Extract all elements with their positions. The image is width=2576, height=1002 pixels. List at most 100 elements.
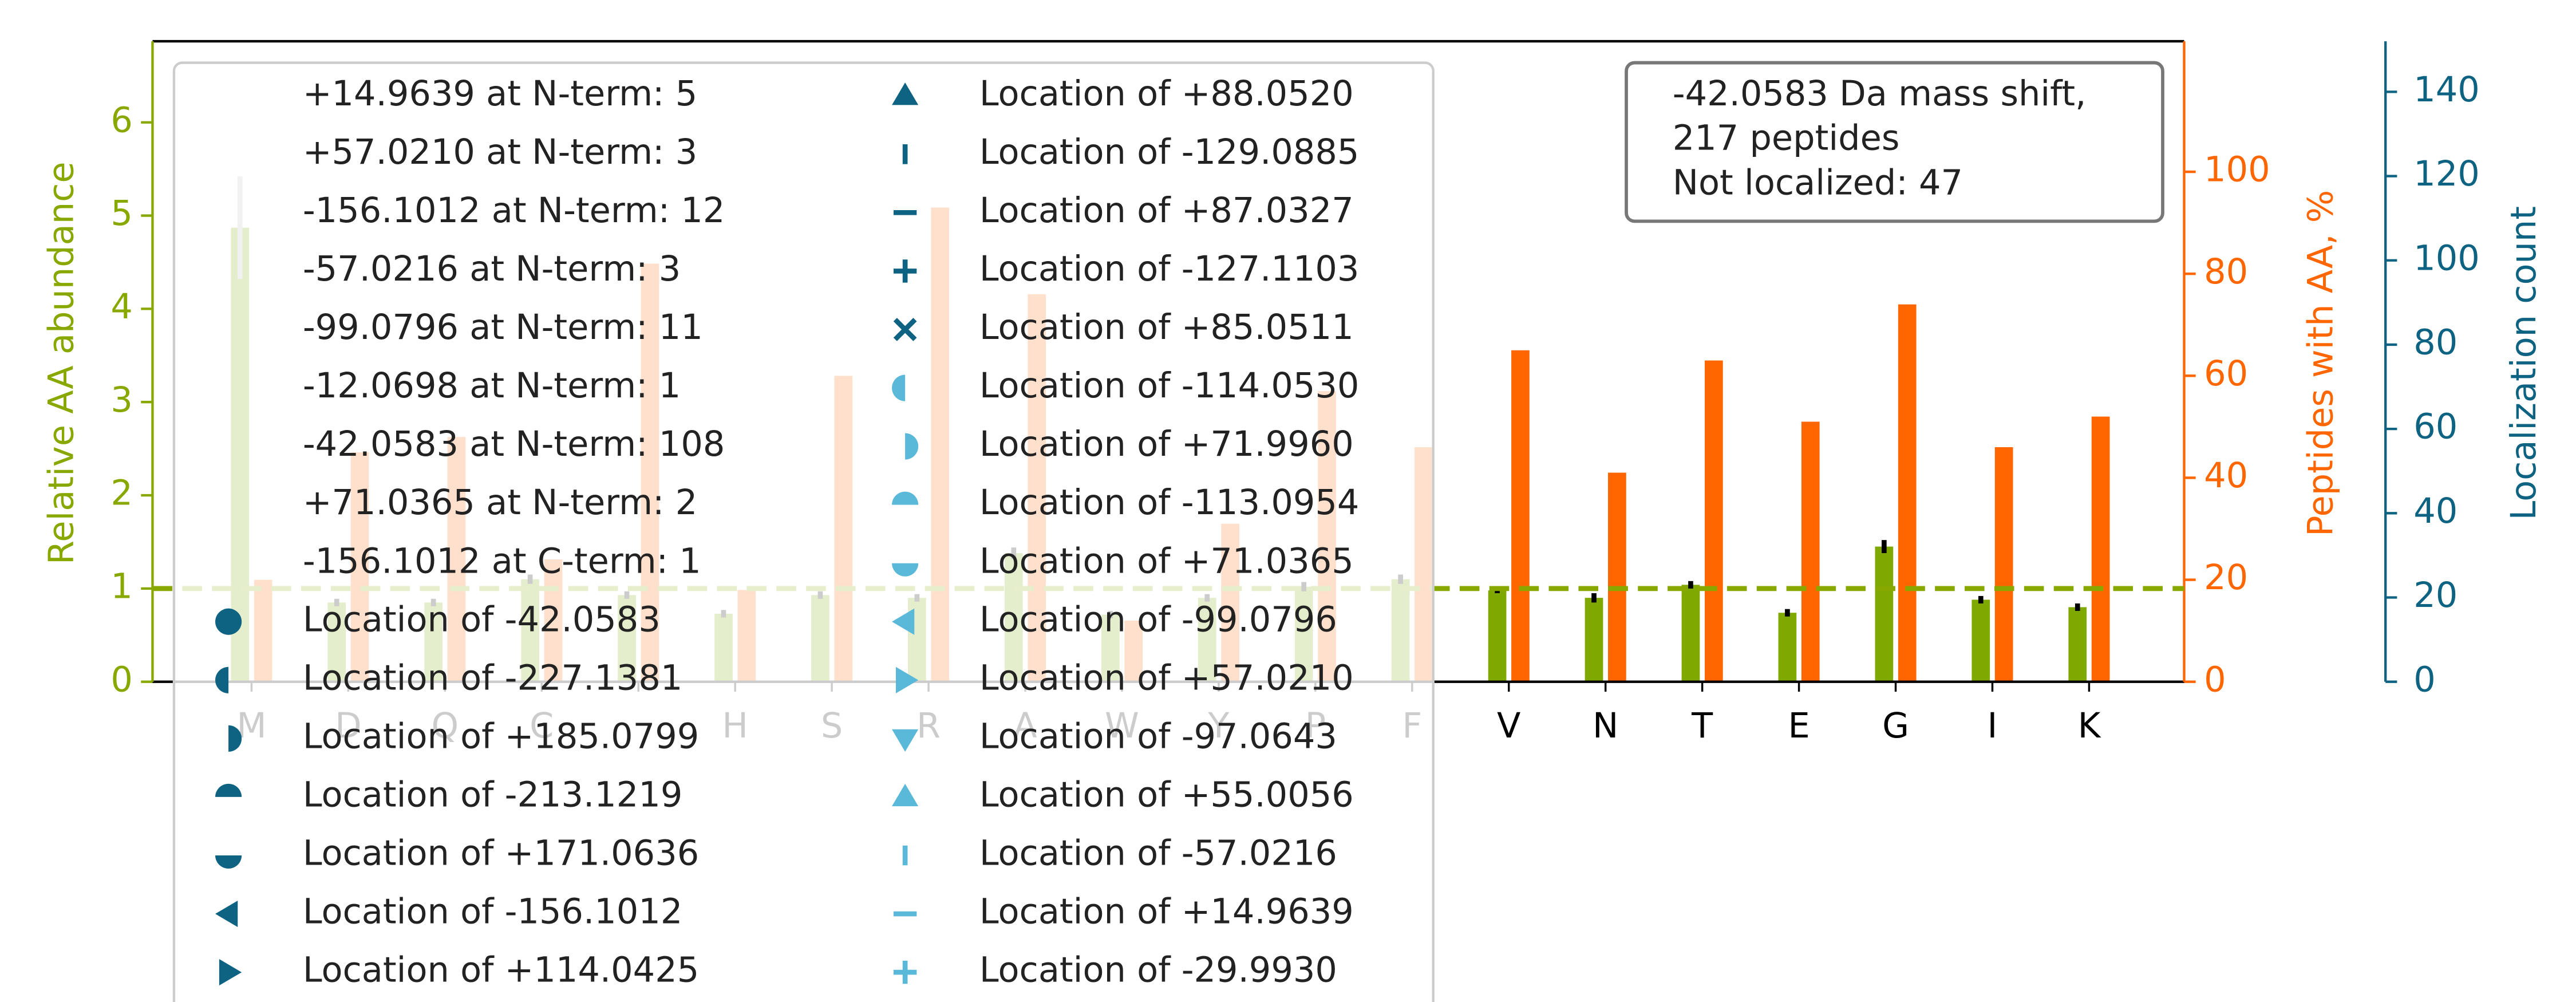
legend-label: Location of -227.1381 <box>303 658 683 698</box>
legend-label: -99.0796 at N-term: 11 <box>303 307 703 348</box>
legend-label: -156.1012 at N-term: 12 <box>303 191 725 231</box>
legend-label: Location of +57.0210 <box>979 658 1354 698</box>
y-tick-label: 4 <box>110 287 133 327</box>
legend-label: Location of +114.0425 <box>303 950 699 991</box>
y2-tick-label: 20 <box>2204 558 2248 598</box>
legend-label: Location of -127.1103 <box>979 249 1360 289</box>
legend-label: Location of -213.1219 <box>303 775 683 815</box>
x-tick-label: I <box>1988 706 1998 746</box>
legend-marker <box>892 783 919 807</box>
legend-marker <box>228 725 242 752</box>
annotation-text: Not localized: 47 <box>1673 163 1963 203</box>
x-tick-label: T <box>1691 706 1713 746</box>
bar <box>1801 421 1820 682</box>
legend-label: Location of +171.0636 <box>303 834 699 874</box>
x-tick-label: N <box>1593 706 1618 746</box>
y3-tick-label: 20 <box>2413 575 2458 616</box>
legend-marker <box>892 82 919 105</box>
legend-label: Location of +85.0511 <box>979 307 1354 348</box>
bar <box>1994 447 2013 682</box>
legend-label: -156.1012 at C-term: 1 <box>303 541 701 581</box>
legend-label: Location of -57.0216 <box>979 834 1337 874</box>
legend-label: Location of -113.0954 <box>979 483 1360 523</box>
bar <box>1585 598 1603 682</box>
y3-tick-label: 120 <box>2413 154 2480 194</box>
y3-tick-label: 80 <box>2413 323 2458 363</box>
bar <box>2068 607 2087 682</box>
legend-marker <box>893 259 917 283</box>
legend-label: Location of -129.0885 <box>979 132 1360 172</box>
legend-label: Location of +87.0327 <box>979 191 1354 231</box>
legend-label: +71.0365 at N-term: 2 <box>303 483 697 523</box>
x-tick-label: G <box>1882 706 1909 746</box>
legend-marker <box>895 666 919 693</box>
annotation-box <box>1625 61 2164 223</box>
legend-marker <box>892 729 919 752</box>
y2-axis-label: Peptides with AA, % <box>2301 190 2341 536</box>
legend-marker <box>215 608 242 635</box>
legend-label: Location of +55.0056 <box>979 775 1354 815</box>
bar <box>1898 304 1917 682</box>
legend-label: Location of -97.0643 <box>979 716 1337 756</box>
legend-label: -42.0583 at N-term: 108 <box>303 424 725 464</box>
legend-marker <box>215 855 242 869</box>
y3-tick-label: 100 <box>2413 238 2480 278</box>
legend-label: Location of +71.0365 <box>979 541 1354 581</box>
y-tick-label: 3 <box>110 380 133 420</box>
y3-axis-label: Localization count <box>2504 206 2544 520</box>
legend-label: Location of -156.1012 <box>303 892 683 932</box>
y-tick-label: 1 <box>110 566 133 606</box>
bar <box>1681 585 1700 682</box>
legend-marker <box>892 491 919 505</box>
y-tick-label: 0 <box>110 660 133 700</box>
legend-marker <box>215 900 238 928</box>
y-tick-label: 5 <box>110 194 133 234</box>
y2-tick-label: 0 <box>2204 660 2226 700</box>
legend-label: -57.0216 at N-term: 3 <box>303 249 681 289</box>
y2-tick-label: 80 <box>2204 252 2248 292</box>
legend-marker <box>892 563 919 577</box>
y2-tick-label: 100 <box>2204 150 2270 190</box>
legend-label: +14.9639 at N-term: 5 <box>303 74 697 114</box>
bar <box>1704 360 1723 682</box>
legend-label: Location of -42.0583 <box>303 599 661 640</box>
y3-tick-label: 60 <box>2413 407 2458 447</box>
y2-tick-label: 40 <box>2204 456 2248 496</box>
legend-label: +57.0210 at N-term: 3 <box>303 132 697 172</box>
x-tick-label: V <box>1497 706 1520 746</box>
legend-label: Location of -99.0796 <box>979 599 1337 640</box>
annotation-text: -42.0583 Da mass shift, <box>1673 74 2087 114</box>
legend-label: -12.0698 at N-term: 1 <box>303 366 681 406</box>
y-tick-label: 6 <box>110 100 133 140</box>
bar <box>2091 416 2110 682</box>
legend-marker <box>215 783 242 797</box>
legend-marker <box>893 960 917 984</box>
legend-marker <box>893 318 917 341</box>
legend-label: Location of +14.9639 <box>979 892 1354 932</box>
legend-label: Location of +71.9960 <box>979 424 1354 464</box>
y-axis-label: Relative AA abundance <box>41 161 81 565</box>
y3-tick-label: 140 <box>2413 70 2480 110</box>
bar <box>1608 472 1626 682</box>
legend-marker <box>892 608 915 635</box>
legend-marker <box>219 959 242 986</box>
bar <box>1511 350 1530 682</box>
y2-tick-label: 60 <box>2204 354 2248 394</box>
legend-marker <box>892 374 906 401</box>
legend-marker <box>905 433 919 460</box>
bar <box>1875 546 1894 682</box>
legend-label: Location of -29.9930 <box>979 950 1337 991</box>
x-tick-label: E <box>1788 706 1809 746</box>
legend-label: Location of +88.0520 <box>979 74 1354 114</box>
legend-label: Location of +185.0799 <box>303 716 699 756</box>
y3-tick-label: 40 <box>2413 491 2458 531</box>
legend-label: Location of -114.0530 <box>979 366 1360 406</box>
y3-tick-label: 0 <box>2413 660 2436 700</box>
annotation-text: 217 peptides <box>1673 119 1900 159</box>
bar <box>1488 590 1507 682</box>
y-tick-label: 2 <box>110 474 133 514</box>
bar <box>1778 613 1797 682</box>
legend-box <box>172 61 1435 1002</box>
bar <box>1971 599 1990 682</box>
